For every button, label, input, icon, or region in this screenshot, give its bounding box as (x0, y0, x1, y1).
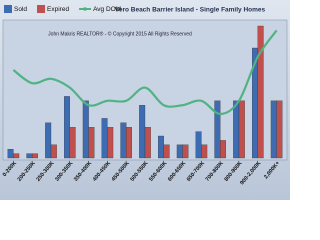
bar (88, 127, 95, 159)
bar (32, 153, 38, 159)
annotation: John Makris REALTOR® - © Copyright 2015 … (48, 30, 192, 37)
bar (220, 140, 226, 159)
bar (233, 100, 240, 159)
bar (214, 100, 221, 159)
legend-label: Sold (14, 6, 27, 13)
bar (257, 25, 264, 159)
legend-swatch (37, 5, 46, 13)
bar (238, 100, 245, 159)
bar (270, 100, 277, 159)
bar (26, 153, 33, 159)
bar (144, 127, 151, 159)
bar (69, 127, 76, 159)
bar (101, 118, 108, 159)
bar (64, 96, 70, 159)
bar (120, 122, 127, 159)
bar (182, 144, 189, 159)
legend-label: Expired (47, 6, 69, 13)
bar (201, 144, 208, 159)
chart-title: Vero Beach Barrier Island - Single Famil… (115, 7, 266, 14)
legend-swatch (83, 7, 87, 11)
bar (50, 144, 57, 159)
bar (163, 144, 170, 159)
bar (176, 144, 183, 159)
bar (139, 105, 146, 159)
legend-swatch (4, 5, 12, 13)
bar (107, 127, 114, 159)
bar (195, 131, 202, 159)
bar (45, 122, 52, 159)
bar (276, 100, 283, 159)
chart: Vero Beach Barrier Island - Single Famil… (0, 0, 290, 200)
bar (82, 100, 89, 159)
bar (158, 135, 164, 159)
bar (126, 127, 132, 159)
bar (13, 153, 20, 159)
legend-label: Avg DOM (93, 6, 121, 13)
bar (7, 149, 14, 159)
line (12, 29, 278, 116)
